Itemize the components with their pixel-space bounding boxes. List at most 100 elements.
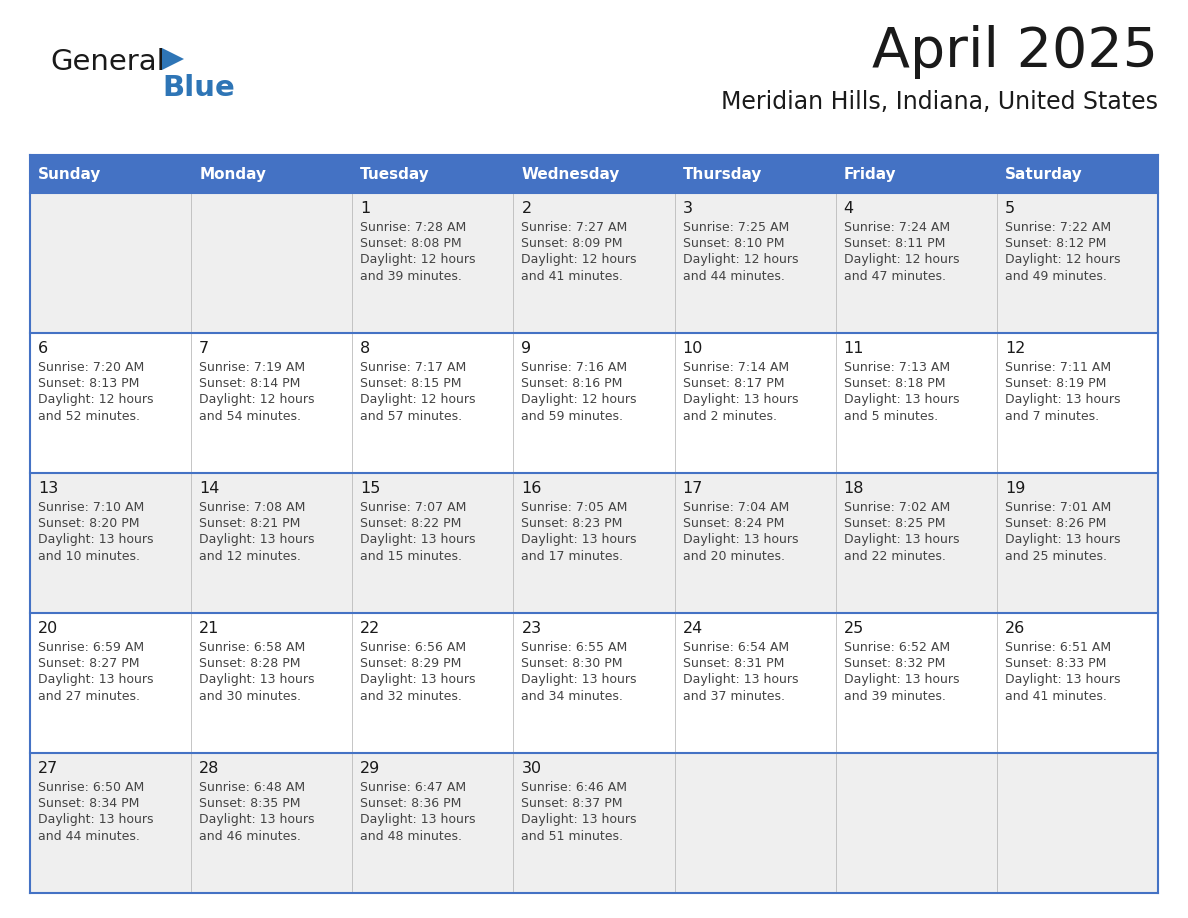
Text: Sunset: 8:31 PM: Sunset: 8:31 PM bbox=[683, 657, 784, 670]
Text: Sunset: 8:20 PM: Sunset: 8:20 PM bbox=[38, 517, 139, 530]
Text: Daylight: 13 hours
and 32 minutes.: Daylight: 13 hours and 32 minutes. bbox=[360, 673, 475, 703]
Text: Daylight: 13 hours
and 39 minutes.: Daylight: 13 hours and 39 minutes. bbox=[843, 673, 959, 703]
Text: Saturday: Saturday bbox=[1005, 166, 1082, 182]
Text: Sunrise: 6:51 AM: Sunrise: 6:51 AM bbox=[1005, 641, 1111, 654]
Text: Sunset: 8:34 PM: Sunset: 8:34 PM bbox=[38, 797, 139, 810]
Text: Sunrise: 7:17 AM: Sunrise: 7:17 AM bbox=[360, 361, 467, 374]
Text: Daylight: 12 hours
and 59 minutes.: Daylight: 12 hours and 59 minutes. bbox=[522, 393, 637, 423]
Bar bbox=[353, 753, 513, 893]
Text: Daylight: 12 hours
and 57 minutes.: Daylight: 12 hours and 57 minutes. bbox=[360, 393, 475, 423]
Text: Daylight: 13 hours
and 41 minutes.: Daylight: 13 hours and 41 minutes. bbox=[1005, 673, 1120, 703]
Text: Sunrise: 7:05 AM: Sunrise: 7:05 AM bbox=[522, 501, 627, 514]
Text: Sunrise: 7:11 AM: Sunrise: 7:11 AM bbox=[1005, 361, 1111, 374]
Text: Sunset: 8:26 PM: Sunset: 8:26 PM bbox=[1005, 517, 1106, 530]
Text: Sunset: 8:11 PM: Sunset: 8:11 PM bbox=[843, 237, 946, 250]
Text: Daylight: 13 hours
and 10 minutes.: Daylight: 13 hours and 10 minutes. bbox=[38, 533, 153, 563]
Text: 20: 20 bbox=[38, 621, 58, 636]
Text: 12: 12 bbox=[1005, 341, 1025, 356]
Text: Sunrise: 7:08 AM: Sunrise: 7:08 AM bbox=[200, 501, 305, 514]
Text: 27: 27 bbox=[38, 761, 58, 776]
Text: 28: 28 bbox=[200, 761, 220, 776]
Text: Daylight: 12 hours
and 52 minutes.: Daylight: 12 hours and 52 minutes. bbox=[38, 393, 153, 423]
Text: Daylight: 13 hours
and 30 minutes.: Daylight: 13 hours and 30 minutes. bbox=[200, 673, 315, 703]
Bar bbox=[675, 193, 835, 333]
Text: Meridian Hills, Indiana, United States: Meridian Hills, Indiana, United States bbox=[721, 90, 1158, 114]
Text: Daylight: 13 hours
and 51 minutes.: Daylight: 13 hours and 51 minutes. bbox=[522, 813, 637, 843]
Text: Daylight: 12 hours
and 47 minutes.: Daylight: 12 hours and 47 minutes. bbox=[843, 253, 959, 283]
Text: Sunrise: 6:58 AM: Sunrise: 6:58 AM bbox=[200, 641, 305, 654]
Text: Sunset: 8:09 PM: Sunset: 8:09 PM bbox=[522, 237, 623, 250]
Text: Daylight: 13 hours
and 2 minutes.: Daylight: 13 hours and 2 minutes. bbox=[683, 393, 798, 423]
Text: Sunrise: 7:01 AM: Sunrise: 7:01 AM bbox=[1005, 501, 1111, 514]
Text: Sunrise: 7:19 AM: Sunrise: 7:19 AM bbox=[200, 361, 305, 374]
Text: Sunrise: 7:27 AM: Sunrise: 7:27 AM bbox=[522, 221, 627, 234]
Text: Daylight: 13 hours
and 27 minutes.: Daylight: 13 hours and 27 minutes. bbox=[38, 673, 153, 703]
Text: Sunset: 8:28 PM: Sunset: 8:28 PM bbox=[200, 657, 301, 670]
Text: Daylight: 13 hours
and 12 minutes.: Daylight: 13 hours and 12 minutes. bbox=[200, 533, 315, 563]
Bar bbox=[191, 613, 353, 753]
Bar bbox=[997, 613, 1158, 753]
Text: 24: 24 bbox=[683, 621, 703, 636]
Text: 22: 22 bbox=[360, 621, 380, 636]
Text: Sunset: 8:36 PM: Sunset: 8:36 PM bbox=[360, 797, 462, 810]
Text: 30: 30 bbox=[522, 761, 542, 776]
Text: Sunrise: 7:14 AM: Sunrise: 7:14 AM bbox=[683, 361, 789, 374]
Text: Daylight: 13 hours
and 44 minutes.: Daylight: 13 hours and 44 minutes. bbox=[38, 813, 153, 843]
Text: Daylight: 13 hours
and 20 minutes.: Daylight: 13 hours and 20 minutes. bbox=[683, 533, 798, 563]
Text: Sunrise: 7:28 AM: Sunrise: 7:28 AM bbox=[360, 221, 467, 234]
Bar bbox=[30, 155, 1158, 193]
Text: Daylight: 13 hours
and 37 minutes.: Daylight: 13 hours and 37 minutes. bbox=[683, 673, 798, 703]
Text: 5: 5 bbox=[1005, 201, 1015, 216]
Text: Sunrise: 7:13 AM: Sunrise: 7:13 AM bbox=[843, 361, 950, 374]
Text: Sunrise: 7:02 AM: Sunrise: 7:02 AM bbox=[843, 501, 950, 514]
Text: Sunset: 8:08 PM: Sunset: 8:08 PM bbox=[360, 237, 462, 250]
Text: Daylight: 13 hours
and 46 minutes.: Daylight: 13 hours and 46 minutes. bbox=[200, 813, 315, 843]
Text: 4: 4 bbox=[843, 201, 854, 216]
Bar bbox=[513, 193, 675, 333]
Text: Sunrise: 7:04 AM: Sunrise: 7:04 AM bbox=[683, 501, 789, 514]
Text: Sunset: 8:21 PM: Sunset: 8:21 PM bbox=[200, 517, 301, 530]
Text: Sunset: 8:27 PM: Sunset: 8:27 PM bbox=[38, 657, 139, 670]
Text: Sunrise: 6:46 AM: Sunrise: 6:46 AM bbox=[522, 781, 627, 794]
Text: 18: 18 bbox=[843, 481, 864, 496]
Text: Sunday: Sunday bbox=[38, 166, 101, 182]
Text: 6: 6 bbox=[38, 341, 49, 356]
Text: Daylight: 13 hours
and 48 minutes.: Daylight: 13 hours and 48 minutes. bbox=[360, 813, 475, 843]
Text: Sunset: 8:23 PM: Sunset: 8:23 PM bbox=[522, 517, 623, 530]
Bar bbox=[835, 333, 997, 473]
Bar bbox=[513, 473, 675, 613]
Text: Daylight: 12 hours
and 49 minutes.: Daylight: 12 hours and 49 minutes. bbox=[1005, 253, 1120, 283]
Text: 11: 11 bbox=[843, 341, 864, 356]
Text: Sunset: 8:22 PM: Sunset: 8:22 PM bbox=[360, 517, 462, 530]
Text: 7: 7 bbox=[200, 341, 209, 356]
Text: Sunset: 8:30 PM: Sunset: 8:30 PM bbox=[522, 657, 623, 670]
Bar bbox=[997, 333, 1158, 473]
Text: Daylight: 12 hours
and 41 minutes.: Daylight: 12 hours and 41 minutes. bbox=[522, 253, 637, 283]
Text: 26: 26 bbox=[1005, 621, 1025, 636]
Text: Sunrise: 6:54 AM: Sunrise: 6:54 AM bbox=[683, 641, 789, 654]
Bar bbox=[353, 473, 513, 613]
Text: Sunset: 8:13 PM: Sunset: 8:13 PM bbox=[38, 377, 139, 390]
Text: Monday: Monday bbox=[200, 166, 266, 182]
Text: Sunset: 8:17 PM: Sunset: 8:17 PM bbox=[683, 377, 784, 390]
Bar bbox=[191, 753, 353, 893]
Bar bbox=[997, 473, 1158, 613]
Bar bbox=[513, 753, 675, 893]
Text: 25: 25 bbox=[843, 621, 864, 636]
Text: 9: 9 bbox=[522, 341, 531, 356]
Text: Sunset: 8:16 PM: Sunset: 8:16 PM bbox=[522, 377, 623, 390]
Text: Sunset: 8:35 PM: Sunset: 8:35 PM bbox=[200, 797, 301, 810]
Bar bbox=[835, 473, 997, 613]
Text: Daylight: 13 hours
and 7 minutes.: Daylight: 13 hours and 7 minutes. bbox=[1005, 393, 1120, 423]
Text: 10: 10 bbox=[683, 341, 703, 356]
Text: Friday: Friday bbox=[843, 166, 896, 182]
Text: Sunrise: 7:24 AM: Sunrise: 7:24 AM bbox=[843, 221, 950, 234]
Text: General: General bbox=[50, 48, 165, 76]
Text: 17: 17 bbox=[683, 481, 703, 496]
Text: 14: 14 bbox=[200, 481, 220, 496]
Bar bbox=[513, 613, 675, 753]
Text: 3: 3 bbox=[683, 201, 693, 216]
Text: Sunset: 8:24 PM: Sunset: 8:24 PM bbox=[683, 517, 784, 530]
Text: Sunset: 8:15 PM: Sunset: 8:15 PM bbox=[360, 377, 462, 390]
Bar bbox=[835, 753, 997, 893]
